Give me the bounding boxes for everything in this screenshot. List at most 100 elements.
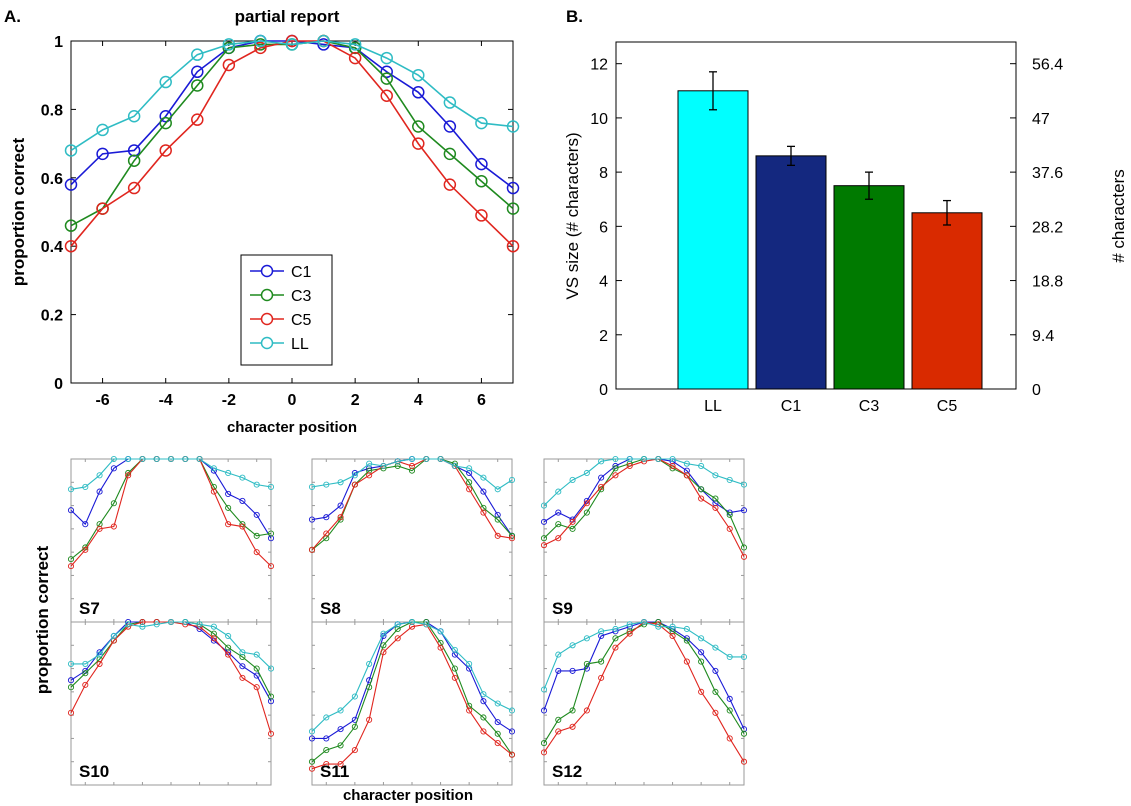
subject-point-LL bbox=[125, 455, 132, 463]
subject-point-LL bbox=[740, 481, 748, 488]
subject-point-LL bbox=[210, 465, 217, 472]
subject-point-LL bbox=[253, 481, 260, 488]
subject-panel-S9: S9 bbox=[540, 455, 748, 623]
panel-b-right-tick-label: 37.6 bbox=[1032, 165, 1063, 182]
subject-point-C5 bbox=[394, 635, 401, 642]
subject-point-C3 bbox=[308, 758, 316, 765]
subject-point-C3 bbox=[366, 467, 373, 474]
subject-panel-box bbox=[543, 458, 745, 623]
subject-point-C1 bbox=[225, 490, 232, 497]
subject-point-C3 bbox=[96, 521, 103, 528]
subject-point-C1 bbox=[451, 651, 458, 658]
panel-a-ylabel: proportion correct bbox=[9, 138, 28, 287]
subject-point-C3 bbox=[225, 644, 232, 651]
subject-point-C5 bbox=[96, 660, 103, 667]
subject-series-line-C5 bbox=[70, 621, 272, 734]
subject-point-C5 bbox=[626, 630, 633, 637]
subject-point-LL bbox=[210, 623, 217, 630]
subject-point-C1 bbox=[740, 507, 748, 514]
subject-point-LL bbox=[451, 462, 458, 470]
subject-point-C5 bbox=[351, 481, 358, 488]
panel-a-point-LL bbox=[254, 34, 267, 48]
subject-point-C5 bbox=[253, 549, 260, 556]
legend-marker-C5 bbox=[260, 312, 274, 326]
subject-point-C5 bbox=[494, 740, 501, 747]
subject-point-LL bbox=[437, 628, 444, 635]
panel-b-category-label-LL: LL bbox=[704, 398, 722, 415]
subject-point-C1 bbox=[267, 535, 275, 542]
subject-point-LL bbox=[626, 621, 633, 628]
subject-point-LL bbox=[82, 483, 89, 490]
subject-point-LL bbox=[239, 649, 246, 656]
subject-point-C5 bbox=[669, 462, 676, 470]
panel-b-right-tick-label: 56.4 bbox=[1032, 57, 1063, 74]
panel-a-point-LL bbox=[191, 48, 204, 61]
subject-point-C5 bbox=[540, 542, 548, 549]
panel-a-ytick-label: 0.2 bbox=[41, 308, 63, 325]
panel-b-right-tick-label: 47 bbox=[1032, 111, 1050, 128]
subject-point-C5 bbox=[67, 563, 75, 570]
panel-a-point-C5 bbox=[285, 34, 299, 48]
panel-a-point-C5 bbox=[127, 181, 141, 195]
subject-point-C5 bbox=[380, 649, 387, 656]
subject-point-LL bbox=[698, 635, 705, 642]
subject-point-C1 bbox=[480, 488, 487, 495]
subject-point-C5 bbox=[225, 521, 232, 528]
subject-point-C5 bbox=[612, 472, 619, 479]
subject-point-C5 bbox=[466, 707, 473, 714]
subject-point-C1 bbox=[480, 698, 487, 705]
panel-a-point-C3 bbox=[222, 41, 236, 55]
panel-a-point-LL bbox=[159, 75, 172, 89]
bar-C5 bbox=[911, 212, 983, 390]
subject-point-C1 bbox=[598, 474, 605, 481]
panel-a-point-C1 bbox=[64, 178, 78, 191]
panel-a-point-LL bbox=[96, 123, 109, 137]
subject-point-C5 bbox=[210, 488, 217, 495]
subject-point-C5 bbox=[437, 644, 444, 651]
subject-point-C3 bbox=[267, 530, 275, 537]
subject-point-LL bbox=[555, 488, 562, 495]
subject-point-C3 bbox=[239, 653, 246, 660]
subject-point-LL bbox=[583, 635, 590, 642]
subject-point-C1 bbox=[726, 695, 733, 702]
panel-a-point-LL bbox=[380, 51, 393, 65]
subject-point-LL bbox=[480, 474, 487, 481]
subject-point-C3 bbox=[366, 684, 373, 691]
subject-point-LL bbox=[337, 479, 344, 486]
subject-point-LL bbox=[225, 469, 232, 477]
panel-b-right-tick-label: 9.4 bbox=[1032, 328, 1054, 345]
subject-point-C3 bbox=[598, 658, 605, 665]
subject-panel-box bbox=[70, 621, 272, 786]
panel-a-point-C3 bbox=[475, 174, 488, 188]
legend-marker-LL bbox=[260, 336, 274, 350]
subject-point-C5 bbox=[598, 483, 605, 490]
panel-a-point-C1 bbox=[443, 120, 457, 133]
subject-series-line-C5 bbox=[311, 623, 513, 770]
subject-point-LL bbox=[239, 474, 246, 481]
subject-point-C3 bbox=[740, 544, 748, 551]
subject-label: S9 bbox=[552, 599, 573, 618]
subject-point-C1 bbox=[239, 663, 246, 670]
subject-point-C1 bbox=[598, 632, 605, 640]
subject-point-C1 bbox=[323, 735, 330, 742]
subject-point-LL bbox=[366, 660, 373, 667]
subject-point-C5 bbox=[351, 747, 358, 754]
subject-point-C3 bbox=[494, 730, 501, 737]
panel-a-point-C3 bbox=[64, 219, 78, 232]
subject-panel-box bbox=[311, 458, 513, 623]
subject-point-C5 bbox=[480, 728, 487, 735]
subject-point-C5 bbox=[508, 751, 516, 758]
subject-point-LL bbox=[640, 618, 648, 626]
subject-point-C3 bbox=[569, 707, 576, 714]
subject-series-line-LL bbox=[311, 621, 513, 732]
subject-label: S7 bbox=[79, 599, 100, 618]
subject-point-LL bbox=[153, 455, 160, 463]
subject-point-C1 bbox=[508, 728, 516, 735]
subject-point-C3 bbox=[323, 747, 330, 754]
subject-point-LL bbox=[196, 455, 203, 463]
subject-series-line-C1 bbox=[543, 458, 745, 523]
panel-b-category-label-C5: C5 bbox=[937, 398, 958, 415]
subject-point-C5 bbox=[239, 523, 246, 530]
subject-point-LL bbox=[466, 465, 473, 472]
subject-point-C3 bbox=[351, 723, 358, 730]
